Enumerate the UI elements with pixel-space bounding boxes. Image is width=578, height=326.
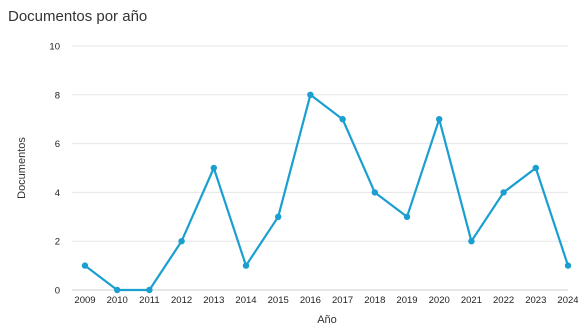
y-tick-label: 8	[55, 90, 60, 101]
data-point[interactable]	[210, 164, 217, 172]
y-tick-label: 6	[55, 139, 60, 150]
gridlines	[72, 45, 568, 291]
x-tick-label: 2009	[74, 295, 95, 306]
x-tick-label: 2018	[364, 295, 385, 306]
data-point[interactable]	[275, 213, 282, 220]
data-point[interactable]	[403, 213, 411, 220]
data-point[interactable]	[468, 238, 475, 245]
y-axis-label: Documentos	[16, 137, 28, 199]
data-point[interactable]	[307, 91, 314, 99]
data-point[interactable]	[81, 262, 89, 269]
y-tick-label: 0	[55, 286, 60, 297]
x-tick-label: 2021	[461, 295, 482, 306]
series-layer	[81, 91, 572, 294]
x-tick-label: 2024	[557, 295, 578, 306]
data-point[interactable]	[564, 262, 572, 269]
x-tick-label: 2012	[171, 295, 192, 306]
y-axis-ticks: 0 2 4 6 8 10	[49, 42, 60, 297]
x-tick-label: 2014	[235, 295, 256, 306]
x-tick-label: 2017	[332, 295, 353, 306]
x-tick-label: 2023	[525, 295, 546, 306]
y-tick-label: 10	[49, 42, 60, 53]
x-tick-label: 2010	[107, 295, 128, 306]
x-tick-label: 2022	[493, 295, 514, 306]
x-tick-label: 2019	[396, 295, 417, 306]
data-point[interactable]	[500, 189, 507, 196]
series-line	[84, 93, 570, 292]
data-point[interactable]	[371, 189, 378, 196]
y-tick-label: 4	[55, 188, 60, 199]
data-point[interactable]	[146, 286, 153, 294]
data-point[interactable]	[339, 116, 346, 123]
x-tick-label: 2016	[300, 295, 321, 306]
x-tick-label: 2020	[429, 295, 450, 306]
data-point[interactable]	[242, 262, 250, 269]
x-tick-label: 2015	[268, 295, 289, 306]
data-point[interactable]	[436, 116, 443, 123]
data-point[interactable]	[532, 164, 539, 172]
x-tick-label: 2011	[139, 295, 159, 306]
data-point[interactable]	[114, 286, 121, 294]
x-axis-label: Año	[317, 314, 337, 326]
x-axis-ticks: 2009 2010 2011 2012 2013 2014 2015 2016 2017 2018…	[74, 295, 578, 306]
chart-title: Documentos por año	[8, 8, 148, 25]
x-tick-label: 2013	[203, 295, 224, 306]
data-point[interactable]	[178, 238, 185, 245]
y-tick-label: 2	[55, 237, 60, 248]
